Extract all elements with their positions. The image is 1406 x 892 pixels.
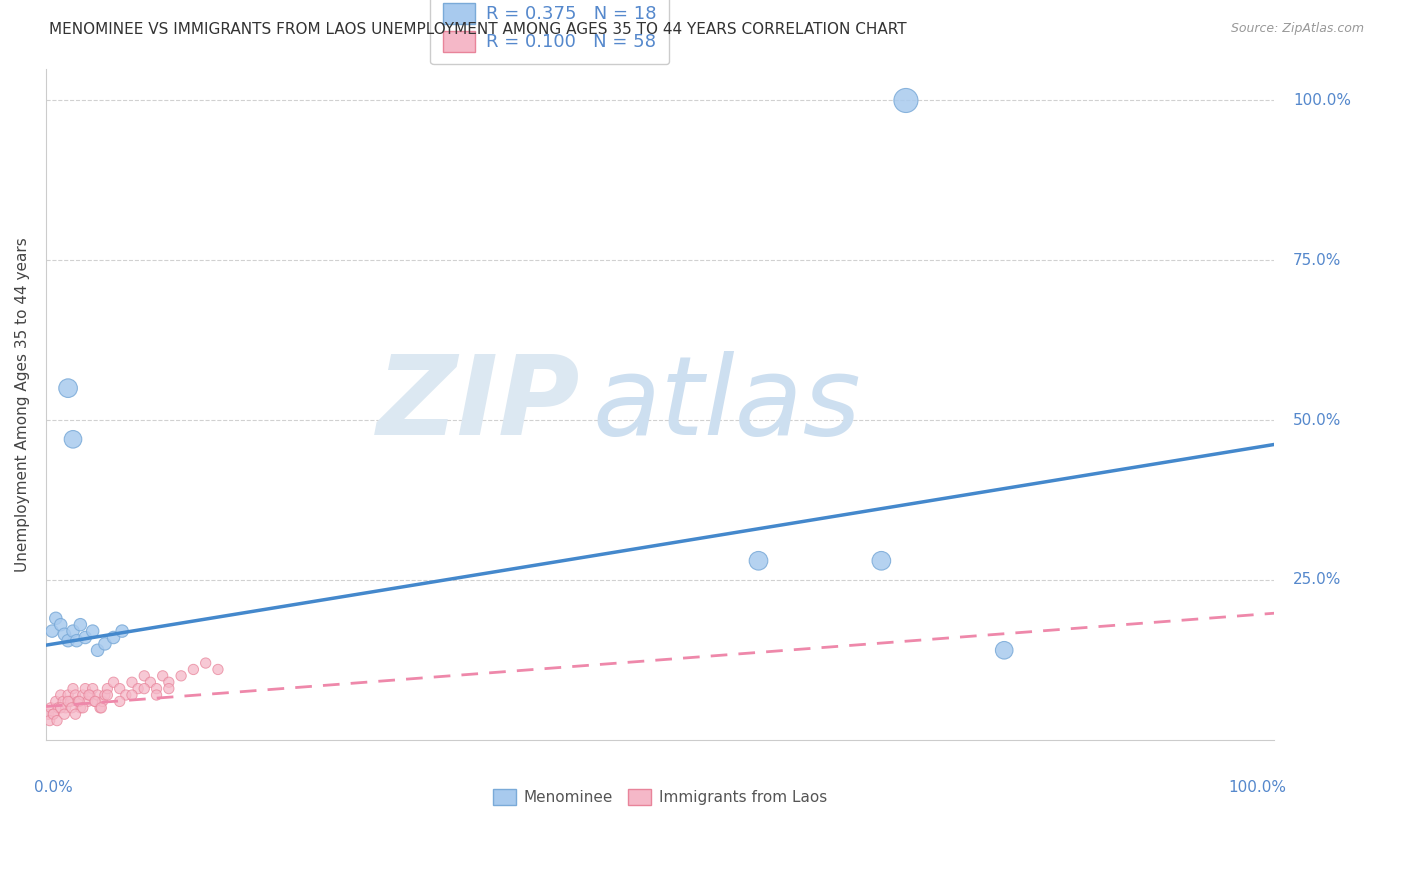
Point <box>134 669 156 683</box>
Point <box>42 707 65 722</box>
Point <box>45 694 67 708</box>
Point <box>72 701 94 715</box>
Point <box>152 669 174 683</box>
Point <box>94 637 117 651</box>
Text: 25.0%: 25.0% <box>1294 573 1341 588</box>
Point <box>65 688 87 702</box>
Point <box>96 681 118 696</box>
Point <box>60 701 83 715</box>
Point <box>145 688 167 702</box>
Point <box>82 681 104 696</box>
Point <box>157 675 180 690</box>
Text: 50.0%: 50.0% <box>1294 413 1341 427</box>
Point <box>111 624 134 639</box>
Text: 75.0%: 75.0% <box>1294 252 1341 268</box>
Text: atlas: atlas <box>593 351 862 458</box>
Point <box>72 688 94 702</box>
Point <box>76 694 98 708</box>
Point <box>77 688 100 702</box>
Point <box>55 701 77 715</box>
Point <box>747 554 769 568</box>
Text: MENOMINEE VS IMMIGRANTS FROM LAOS UNEMPLOYMENT AMONG AGES 35 TO 44 YEARS CORRELA: MENOMINEE VS IMMIGRANTS FROM LAOS UNEMPL… <box>49 22 907 37</box>
Point <box>37 707 59 722</box>
Point <box>56 381 79 395</box>
Point <box>45 611 67 625</box>
Point <box>114 688 136 702</box>
Point <box>145 681 167 696</box>
Point <box>90 701 112 715</box>
Point <box>84 694 107 708</box>
Point <box>86 688 108 702</box>
Point <box>121 675 143 690</box>
Point <box>41 624 63 639</box>
Point <box>82 624 104 639</box>
Text: 100.0%: 100.0% <box>1294 93 1351 108</box>
Point <box>993 643 1015 657</box>
Point <box>59 694 82 708</box>
Point <box>46 701 69 715</box>
Point <box>39 701 62 715</box>
Point <box>52 694 75 708</box>
Point <box>69 701 91 715</box>
Point <box>870 554 893 568</box>
Point <box>65 707 87 722</box>
Point <box>121 688 143 702</box>
Point <box>108 694 131 708</box>
Point <box>86 643 108 657</box>
Point <box>62 681 84 696</box>
Point <box>170 669 193 683</box>
Point <box>194 656 217 670</box>
Point <box>84 694 107 708</box>
Point <box>56 694 79 708</box>
Point <box>103 631 125 645</box>
Point <box>75 681 97 696</box>
Point <box>67 694 90 708</box>
Point <box>894 94 917 108</box>
Point <box>46 714 69 728</box>
Point <box>108 681 131 696</box>
Text: Source: ZipAtlas.com: Source: ZipAtlas.com <box>1230 22 1364 36</box>
Point <box>53 707 76 722</box>
Point <box>75 631 97 645</box>
Point <box>207 663 229 677</box>
Point <box>42 707 65 722</box>
Point <box>79 688 101 702</box>
Point <box>49 701 72 715</box>
Point <box>69 617 91 632</box>
Text: ZIP: ZIP <box>377 351 581 458</box>
Point <box>66 633 89 648</box>
Point <box>62 624 84 639</box>
Point <box>94 688 117 702</box>
Point <box>56 688 79 702</box>
Point <box>62 433 84 447</box>
Y-axis label: Unemployment Among Ages 35 to 44 years: Unemployment Among Ages 35 to 44 years <box>15 236 30 572</box>
Point <box>56 633 79 648</box>
Point <box>91 694 114 708</box>
Point <box>103 675 125 690</box>
Point <box>134 681 156 696</box>
Text: 100.0%: 100.0% <box>1229 780 1286 795</box>
Text: 0.0%: 0.0% <box>34 780 73 795</box>
Point <box>139 675 162 690</box>
Point <box>38 714 60 728</box>
Point <box>157 681 180 696</box>
Point <box>89 701 111 715</box>
Point <box>49 617 72 632</box>
Point <box>53 627 76 641</box>
Point <box>96 688 118 702</box>
Legend: Menominee, Immigrants from Laos: Menominee, Immigrants from Laos <box>485 781 835 813</box>
Point <box>49 688 72 702</box>
Point <box>127 681 149 696</box>
Point <box>183 663 205 677</box>
Point <box>66 694 89 708</box>
